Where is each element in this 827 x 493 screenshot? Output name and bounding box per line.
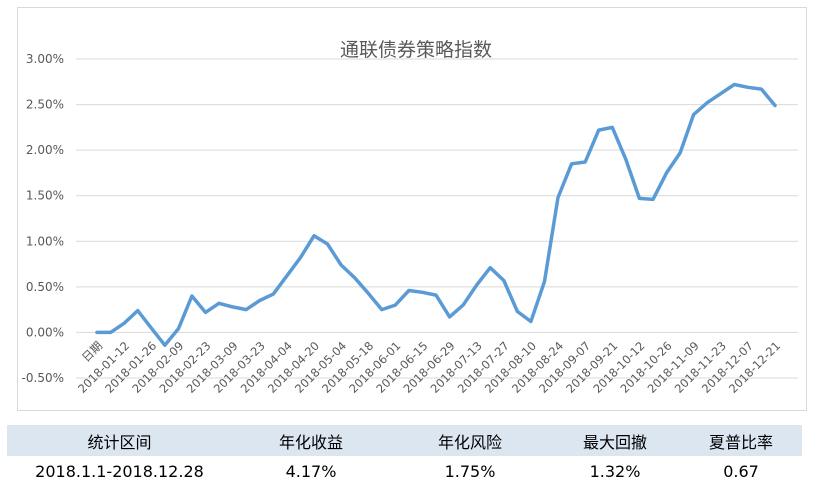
chart-title: 通联债券策略指数 [340,39,492,61]
y-tick-label: 3.00% [26,52,64,66]
y-tick-label: 2.00% [26,143,64,157]
y-tick-label: 0.00% [26,325,64,339]
line-chart: 3.00% 2.50% 2.00% 1.50% 1.00% 0.50% 0.00% -0.50… [22,39,798,396]
header-annual-return: 年化收益 [232,425,390,456]
stats-table: 统计区间 年化收益 年化风险 最大回撤 夏普比率 2018.1.1-2018.1… [7,425,802,487]
value-period: 2018.1.1-2018.12.28 [35,462,204,481]
stats-header-row: 统计区间 年化收益 年化风险 最大回撤 夏普比率 [7,425,802,456]
y-tick-label: 1.00% [26,234,64,248]
series-line [95,82,777,347]
y-tick-label: -0.50% [22,371,64,385]
y-tick-label: 2.50% [26,98,64,112]
header-period: 统计区间 [7,425,232,456]
header-sharpe-ratio: 夏普比率 [680,425,802,456]
header-annual-risk: 年化风险 [390,425,550,456]
y-tick-label: 0.50% [26,280,64,294]
header-max-drawdown: 最大回撤 [550,425,680,456]
stats-value-row: 2018.1.1-2018.12.28 4.17% 1.75% 1.32% 0.… [7,456,802,487]
chart-frame: 3.00% 2.50% 2.00% 1.50% 1.00% 0.50% 0.00% -0.50… [17,7,807,411]
value-max-drawdown: 1.32% [589,462,641,481]
value-annual-return: 4.17% [285,462,337,481]
value-annual-risk: 1.75% [444,462,496,481]
y-tick-label: 1.50% [26,189,64,203]
value-sharpe-ratio: 0.67 [723,462,759,481]
